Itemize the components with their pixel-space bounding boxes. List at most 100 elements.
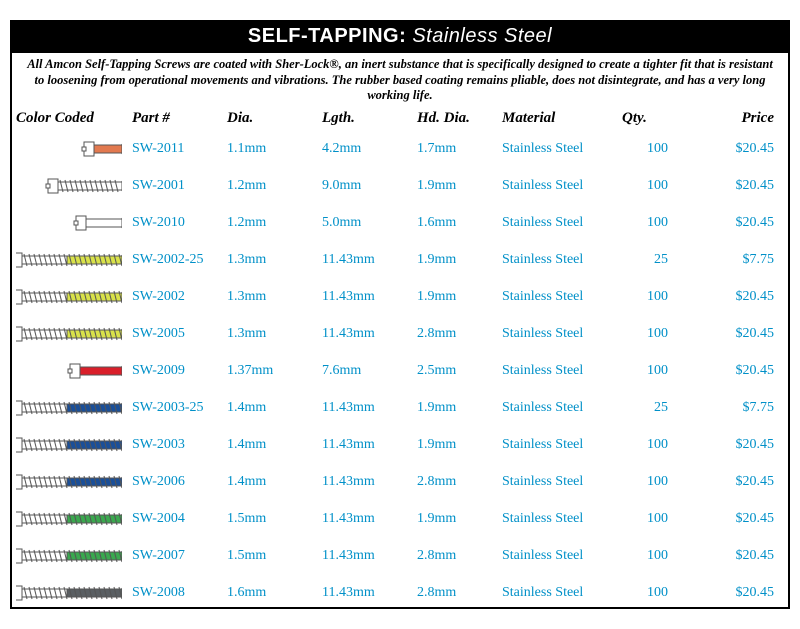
cell-qty: 100	[618, 464, 688, 501]
cell-lgth: 11.43mm	[318, 242, 413, 279]
col-price: Price	[688, 110, 788, 131]
cell-material: Stainless Steel	[498, 538, 618, 575]
cell-color-icon	[12, 464, 128, 501]
cell-dia: 1.37mm	[223, 353, 318, 390]
title-sub: Stainless Steel	[412, 25, 552, 47]
cell-qty: 100	[618, 205, 688, 242]
cell-qty: 100	[618, 538, 688, 575]
cell-price: $7.75	[688, 242, 788, 279]
cell-price: $20.45	[688, 538, 788, 575]
cell-price: $20.45	[688, 279, 788, 316]
cell-part: SW-2008	[128, 575, 223, 612]
cell-material: Stainless Steel	[498, 353, 618, 390]
cell-part: SW-2001	[128, 168, 223, 205]
cell-part: SW-2003-25	[128, 390, 223, 427]
description-blurb: All Amcon Self-Tapping Screws are coated…	[12, 53, 788, 110]
cell-lgth: 11.43mm	[318, 538, 413, 575]
cell-qty: 25	[618, 390, 688, 427]
cell-color-icon	[12, 538, 128, 575]
cell-qty: 100	[618, 501, 688, 538]
cell-lgth: 9.0mm	[318, 168, 413, 205]
cell-material: Stainless Steel	[498, 427, 618, 464]
cell-qty: 100	[618, 427, 688, 464]
cell-lgth: 11.43mm	[318, 427, 413, 464]
cell-material: Stainless Steel	[498, 242, 618, 279]
table-row: SW-20031.4mm11.43mm1.9mmStainless Steel1…	[12, 427, 788, 464]
cell-hd: 1.9mm	[413, 279, 498, 316]
cell-part: SW-2011	[128, 131, 223, 168]
cell-lgth: 11.43mm	[318, 316, 413, 353]
cell-material: Stainless Steel	[498, 316, 618, 353]
cell-price: $20.45	[688, 168, 788, 205]
table-row: SW-20061.4mm11.43mm2.8mmStainless Steel1…	[12, 464, 788, 501]
cell-dia: 1.3mm	[223, 316, 318, 353]
cell-color-icon	[12, 353, 128, 390]
table-row: SW-20081.6mm11.43mm2.8mmStainless Steel1…	[12, 575, 788, 612]
cell-material: Stainless Steel	[498, 168, 618, 205]
cell-price: $20.45	[688, 501, 788, 538]
cell-material: Stainless Steel	[498, 279, 618, 316]
cell-dia: 1.4mm	[223, 427, 318, 464]
table-row: SW-20101.2mm5.0mm1.6mmStainless Steel100…	[12, 205, 788, 242]
col-qty: Qty.	[618, 110, 688, 131]
cell-color-icon	[12, 168, 128, 205]
cell-material: Stainless Steel	[498, 464, 618, 501]
cell-material: Stainless Steel	[498, 131, 618, 168]
cell-hd: 2.8mm	[413, 538, 498, 575]
cell-hd: 1.9mm	[413, 501, 498, 538]
cell-part: SW-2002	[128, 279, 223, 316]
cell-color-icon	[12, 575, 128, 612]
cell-part: SW-2003	[128, 427, 223, 464]
col-part: Part #	[128, 110, 223, 131]
cell-price: $20.45	[688, 316, 788, 353]
col-hd-dia: Hd. Dia.	[413, 110, 498, 131]
cell-material: Stainless Steel	[498, 390, 618, 427]
cell-material: Stainless Steel	[498, 205, 618, 242]
col-dia: Dia.	[223, 110, 318, 131]
cell-qty: 25	[618, 242, 688, 279]
table-row: SW-2002-251.3mm11.43mm1.9mmStainless Ste…	[12, 242, 788, 279]
cell-price: $20.45	[688, 464, 788, 501]
cell-lgth: 5.0mm	[318, 205, 413, 242]
cell-price: $20.45	[688, 131, 788, 168]
cell-part: SW-2010	[128, 205, 223, 242]
cell-lgth: 11.43mm	[318, 464, 413, 501]
cell-hd: 1.9mm	[413, 427, 498, 464]
cell-part: SW-2007	[128, 538, 223, 575]
table-row: SW-20011.2mm9.0mm1.9mmStainless Steel100…	[12, 168, 788, 205]
table-row: SW-20021.3mm11.43mm1.9mmStainless Steel1…	[12, 279, 788, 316]
title-bar: SELF-TAPPING: Stainless Steel	[12, 22, 788, 53]
cell-hd: 2.8mm	[413, 316, 498, 353]
cell-hd: 1.9mm	[413, 390, 498, 427]
cell-hd: 1.9mm	[413, 242, 498, 279]
table-row: SW-2003-251.4mm11.43mm1.9mmStainless Ste…	[12, 390, 788, 427]
cell-price: $20.45	[688, 575, 788, 612]
cell-dia: 1.3mm	[223, 242, 318, 279]
cell-dia: 1.5mm	[223, 538, 318, 575]
cell-hd: 1.7mm	[413, 131, 498, 168]
cell-hd: 2.5mm	[413, 353, 498, 390]
cell-material: Stainless Steel	[498, 575, 618, 612]
cell-price: $20.45	[688, 205, 788, 242]
cell-dia: 1.2mm	[223, 205, 318, 242]
col-color-coded: Color Coded	[12, 110, 128, 131]
cell-dia: 1.1mm	[223, 131, 318, 168]
cell-lgth: 11.43mm	[318, 279, 413, 316]
cell-part: SW-2005	[128, 316, 223, 353]
cell-dia: 1.2mm	[223, 168, 318, 205]
cell-price: $20.45	[688, 427, 788, 464]
title-main: SELF-TAPPING:	[248, 25, 406, 47]
cell-hd: 1.9mm	[413, 168, 498, 205]
cell-qty: 100	[618, 575, 688, 612]
cell-hd: 2.8mm	[413, 575, 498, 612]
cell-dia: 1.3mm	[223, 279, 318, 316]
cell-qty: 100	[618, 316, 688, 353]
cell-dia: 1.4mm	[223, 464, 318, 501]
cell-color-icon	[12, 501, 128, 538]
screw-table: Color Coded Part # Dia. Lgth. Hd. Dia. M…	[12, 110, 788, 612]
col-lgth: Lgth.	[318, 110, 413, 131]
product-table-frame: SELF-TAPPING: Stainless Steel All Amcon …	[10, 20, 790, 609]
cell-dia: 1.4mm	[223, 390, 318, 427]
cell-qty: 100	[618, 131, 688, 168]
cell-color-icon	[12, 390, 128, 427]
